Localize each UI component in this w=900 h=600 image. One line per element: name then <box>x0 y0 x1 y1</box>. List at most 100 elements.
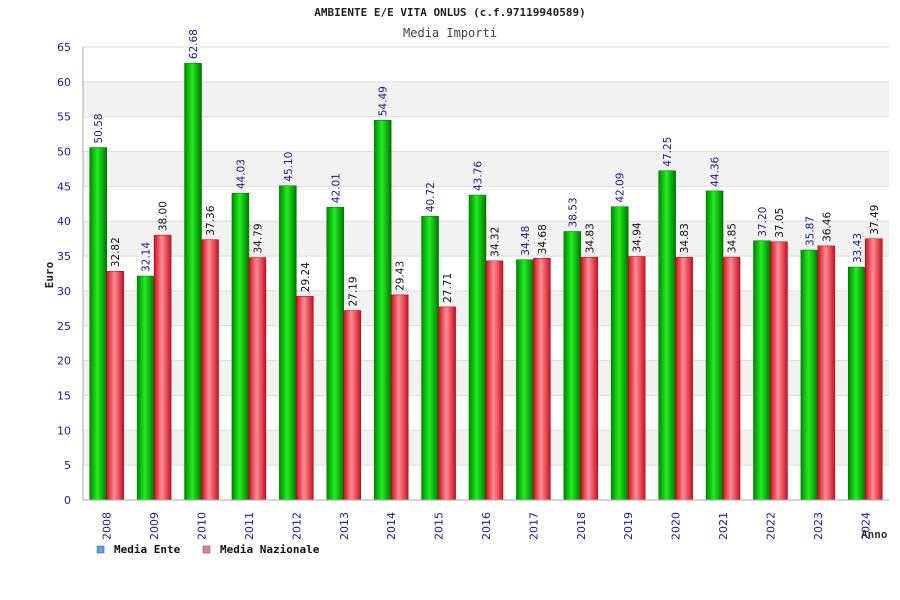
value-label-media-nazionale-2016: 34.32 <box>490 227 502 257</box>
bar-media-nazionale-2018 <box>580 257 599 501</box>
x-tick-label: 2017 <box>527 512 540 540</box>
value-label-media-ente-2019: 42.09 <box>615 173 627 203</box>
value-label-media-nazionale-2022: 37.05 <box>774 208 786 238</box>
bar-media-ente-2013 <box>326 206 345 501</box>
value-label-media-ente-2016: 43.76 <box>473 161 485 191</box>
bar-media-nazionale-2019 <box>627 256 646 501</box>
value-label-media-ente-2023: 35.87 <box>804 216 816 246</box>
value-label-media-nazionale-2018: 34.83 <box>584 223 596 253</box>
value-label-media-nazionale-2011: 34.79 <box>252 223 264 253</box>
x-tick-label: 2021 <box>717 512 730 540</box>
bar-media-nazionale-2020 <box>675 257 693 501</box>
y-tick-label: 25 <box>57 320 71 333</box>
y-tick-label: 20 <box>57 355 71 368</box>
bar-media-ente-2024 <box>848 266 866 501</box>
x-tick-label: 2024 <box>859 512 872 540</box>
y-tick-label: 15 <box>57 389 71 402</box>
y-tick-label: 40 <box>57 215 71 228</box>
bar-media-nazionale-2010 <box>201 239 219 501</box>
bar-media-ente-2023 <box>800 249 819 501</box>
grid-band <box>83 151 889 187</box>
bars <box>89 62 883 501</box>
x-tick-label: 2009 <box>148 512 161 540</box>
value-label-media-ente-2022: 37.20 <box>757 207 769 237</box>
y-tick-label: 30 <box>57 285 71 298</box>
chart-subtitle: Media Importi <box>403 26 497 40</box>
value-label-media-nazionale-2008: 32.82 <box>110 237 122 267</box>
bar-media-ente-2014 <box>373 119 392 501</box>
x-axis-label: Anno <box>861 528 888 541</box>
value-label-media-ente-2020: 47.25 <box>662 137 674 167</box>
value-label-media-ente-2018: 38.53 <box>567 197 579 227</box>
value-label-media-nazionale-2017: 34.68 <box>537 224 549 254</box>
x-tick-label: 2019 <box>622 512 635 540</box>
x-tick-label: 2023 <box>812 512 825 540</box>
y-tick-label: 55 <box>57 111 71 124</box>
bar-media-nazionale-2009 <box>153 234 172 501</box>
value-label-media-nazionale-2021: 34.85 <box>727 223 739 253</box>
legend: Media Ente Media Nazionale <box>96 543 320 556</box>
value-label-media-ente-2014: 54.49 <box>378 86 390 116</box>
x-tick-label: 2011 <box>243 512 256 540</box>
legend-swatch-media-nazionale <box>202 545 211 554</box>
value-label-media-nazionale-2014: 29.43 <box>395 261 407 291</box>
y-tick-label: 5 <box>64 459 71 472</box>
value-label-media-nazionale-2010: 37.36 <box>205 205 217 235</box>
bar-media-nazionale-2022 <box>770 241 788 501</box>
bar-media-ente-2011 <box>231 192 250 501</box>
value-label-media-nazionale-2023: 36.46 <box>821 212 833 242</box>
x-tick-label: 2016 <box>480 512 493 540</box>
value-label-media-ente-2010: 62.68 <box>188 29 200 59</box>
bar-media-ente-2018 <box>563 231 582 501</box>
bar-media-ente-2021 <box>705 190 724 501</box>
value-label-media-ente-2012: 45.10 <box>283 152 295 182</box>
bar-media-ente-2012 <box>279 185 297 501</box>
bar-media-nazionale-2014 <box>390 294 409 501</box>
bar-media-nazionale-2021 <box>722 256 741 501</box>
bar-media-ente-2010 <box>184 62 202 501</box>
value-label-media-nazionale-2013: 27.19 <box>347 276 359 306</box>
bar-media-nazionale-2008 <box>106 271 124 501</box>
value-label-media-ente-2009: 32.14 <box>141 242 153 272</box>
value-label-media-ente-2021: 44.36 <box>710 156 722 186</box>
value-label-media-ente-2011: 44.03 <box>235 159 247 189</box>
y-tick-label: 0 <box>64 494 71 507</box>
value-label-media-nazionale-2009: 38.00 <box>158 201 170 231</box>
legend-label-media-nazionale: Media Nazionale <box>220 543 320 556</box>
y-tick-label: 35 <box>57 250 71 263</box>
value-label-media-nazionale-2019: 34.94 <box>632 222 644 252</box>
value-label-media-ente-2017: 34.48 <box>520 226 532 256</box>
bar-media-nazionale-2023 <box>817 245 836 501</box>
bar-media-nazionale-2012 <box>296 295 314 501</box>
chart-title: AMBIENTE E/E VITA ONLUS (c.f.97119940589… <box>314 6 586 19</box>
bar-media-nazionale-2017 <box>533 258 551 501</box>
value-label-media-nazionale-2012: 29.24 <box>300 262 312 292</box>
y-tick-label: 10 <box>57 424 71 437</box>
x-tick-label: 2013 <box>338 512 351 540</box>
legend-label-media-ente: Media Ente <box>114 543 181 556</box>
value-label-media-ente-2015: 40.72 <box>425 182 437 212</box>
value-label-media-ente-2008: 50.58 <box>93 113 105 143</box>
bar-media-ente-2020 <box>658 170 676 501</box>
y-tick-label: 50 <box>57 146 71 159</box>
x-tick-label: 2008 <box>101 512 114 540</box>
value-labels: 50.58 32.82 32.14 38.00 62.68 37.36 44.03 34.79… <box>93 29 881 306</box>
bar-media-ente-2019 <box>610 206 629 501</box>
y-axis-ticks: 0 5 10 15 20 25 30 35 40 45 50 55 60 65 <box>57 41 71 507</box>
y-tick-label: 45 <box>57 180 71 193</box>
value-label-media-nazionale-2024: 37.49 <box>869 205 881 235</box>
y-axis-label: Euro <box>43 261 56 288</box>
bar-media-ente-2022 <box>753 240 771 501</box>
bar-media-nazionale-2011 <box>248 257 267 501</box>
value-label-media-nazionale-2020: 34.83 <box>679 223 691 253</box>
x-axis-ticks: 2008 2009 2010 2011 2012 2013 2014 2015 2016 2017… <box>101 512 873 540</box>
bar-media-ente-2009 <box>136 275 155 501</box>
bar-media-ente-2017 <box>516 259 534 501</box>
x-tick-label: 2014 <box>385 512 398 540</box>
x-tick-label: 2010 <box>196 512 209 540</box>
value-label-media-ente-2013: 42.01 <box>330 173 342 203</box>
y-tick-label: 65 <box>57 41 71 54</box>
bar-media-nazionale-2024 <box>865 238 883 501</box>
x-tick-label: 2015 <box>433 512 446 540</box>
